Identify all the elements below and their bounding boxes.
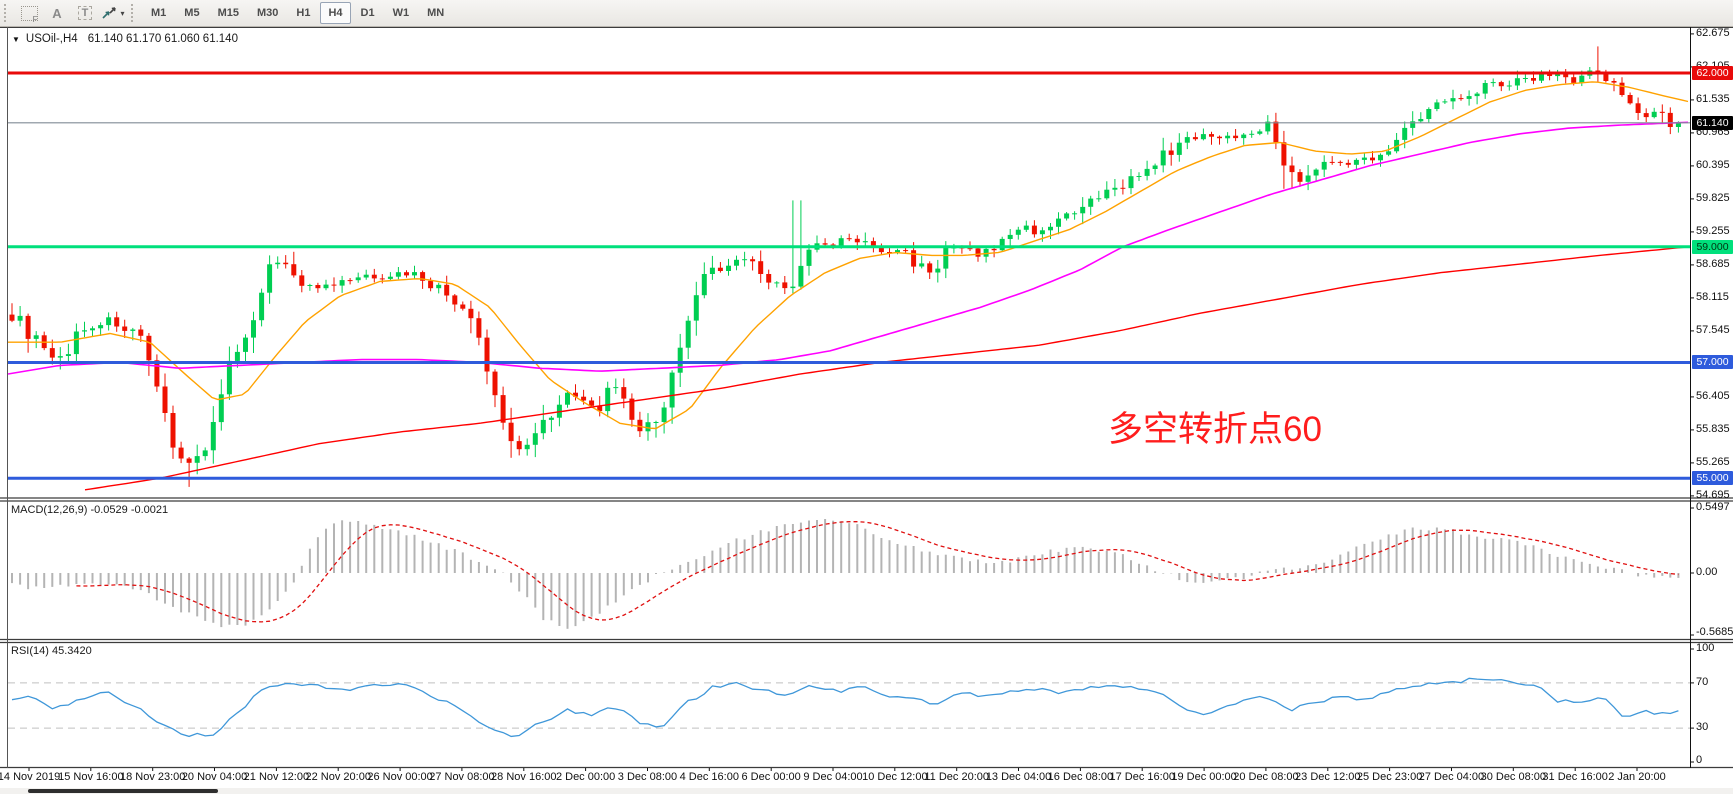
annotation-text[interactable]: 多空转折点60 [1108,410,1322,449]
text-box-button[interactable]: T [72,2,98,25]
timeframe-button-w1[interactable]: W1 [392,7,410,19]
time-axis-label[interactable]: 20 Nov 04:00 [181,771,248,783]
price-level-chip-59000: 59.000 [1692,239,1733,254]
time-axis-label[interactable]: 14 Nov 2019 [0,771,61,783]
time-axis-label[interactable]: 15 Nov 16:00 [58,771,124,783]
time-axis-label[interactable]: 3 Dec 08:00 [617,771,678,783]
rsi-tick-label: 70 [1696,675,1709,688]
scrollbar-thumb[interactable] [28,789,218,793]
diagonal-arrows-icon [102,7,117,19]
toolbar-grip[interactable] [4,4,11,22]
price-tick-label: 56.405 [1696,389,1730,402]
macd-signal-line [76,521,1679,623]
price-tick-label: 58.115 [1696,290,1729,303]
timeframe-button-d1[interactable]: D1 [360,7,375,19]
price-tick-label: 59.825 [1696,191,1730,204]
timeframe-button-m30[interactable]: M30 [256,7,279,19]
macd-tick-label: 0.00 [1696,566,1718,578]
price-tick-label: 55.265 [1696,455,1730,468]
time-axis-label[interactable]: 19 Dec 00:00 [1171,771,1237,783]
price-tick-label: 55.835 [1696,422,1730,435]
time-axis-label[interactable]: 30 Dec 08:00 [1480,771,1547,783]
timeframe-button-m1[interactable]: M1 [151,7,167,19]
price-tick-label: 59.255 [1696,224,1730,237]
time-axis-label[interactable]: 13 Dec 04:00 [985,771,1052,783]
timeframe-button-m5[interactable]: M5 [184,7,200,19]
time-axis-label[interactable]: 28 Nov 16:00 [491,771,557,783]
time-axis-label[interactable]: 20 Dec 08:00 [1233,771,1299,783]
time-axis-label[interactable]: 2 Dec 00:00 [555,771,616,783]
timeframe-button-h4[interactable]: H4 [320,2,351,24]
time-axis-label[interactable]: 2 Jan 20:00 [1608,771,1666,783]
time-axis-label[interactable]: 6 Dec 00:00 [741,771,801,783]
rsi-layer [8,677,1690,738]
toolbar-grip-2[interactable] [131,4,138,22]
candles-layer [9,46,1681,487]
time-axis-label[interactable]: 21 Nov 12:00 [243,771,310,783]
time-axis-label[interactable]: 17 Dec 16:00 [1109,771,1175,783]
time-axis-label[interactable]: 27 Nov 08:00 [429,771,495,783]
rsi-line [11,677,1679,738]
text-label-button[interactable]: A [44,2,70,25]
rsi-tick-label: 100 [1696,642,1715,654]
ohlc-values: 61.140 61.170 61.060 61.140 [87,33,238,45]
time-axis-label[interactable]: 16 Dec 08:00 [1047,771,1114,783]
panel-separator[interactable] [0,638,1733,644]
timeframe-button-mn[interactable]: MN [427,7,445,19]
price-tick-label: 58.685 [1696,257,1730,270]
time-axis-label[interactable]: 10 Dec 12:00 [862,771,928,783]
letter-t-icon: T [77,6,93,20]
rsi-tick-label: 30 [1696,721,1709,734]
macd-layer [11,519,1680,629]
price-level-chip-62000: 62.000 [1692,66,1733,80]
grid-f-icon: F [20,5,38,24]
time-axis-label[interactable]: 11 Dec 20:00 [924,771,989,783]
panel-separator[interactable] [0,497,1733,502]
price-tick-label: 54.695 [1696,488,1730,501]
chart-title-row: ▼ USOil-,H4 61.140 61.170 61.060 61.140 [12,33,238,45]
price-tick-label: 57.545 [1696,323,1730,336]
timeframe-button-h1[interactable]: H1 [296,7,311,19]
timeframe-button-m15[interactable]: M15 [217,7,239,19]
horizontal-scrollbar[interactable] [0,788,1733,794]
time-axis-label[interactable]: 22 Nov 20:00 [305,771,371,783]
time-axis-label[interactable]: 26 Nov 00:00 [367,771,433,783]
crosshair-grid-button[interactable]: F [16,2,42,25]
dropdown-caret-icon: ▾ [120,8,125,18]
time-axis-label[interactable]: 4 Dec 16:00 [679,771,739,783]
price-tick-label: 60.395 [1696,158,1730,171]
timeframe-group: M1 M5 M15 M30 H1 H4 D1 W1 MN [142,2,453,24]
arrow-objects-button[interactable]: ▾ [100,2,126,25]
time-axis-label[interactable]: 27 Dec 04:00 [1418,771,1485,783]
time-axis-label[interactable]: 31 Dec 16:00 [1542,771,1608,783]
time-axis-label[interactable]: 18 Nov 23:00 [119,771,186,783]
price-level-chip-55000: 55.000 [1692,471,1733,486]
symbol-period-title: USOil-,H4 [25,33,78,45]
time-axis-label[interactable]: 23 Dec 12:00 [1295,771,1361,783]
price-tick-label: 62.675 [1696,26,1730,39]
chart-window: ▼ USOil-,H4 61.140 61.170 61.060 61.140 … [0,27,1733,794]
price-tick-label: 61.535 [1696,92,1730,105]
ma-fast-line [8,81,1689,430]
macd-tick-label: 0.5497 [1696,501,1730,514]
macd-tick-label: -0.5685 [1696,626,1733,638]
macd-indicator-label: MACD(12,26,9) -0.0529 -0.0021 [11,504,169,516]
current-price-chip: 61.140 [1692,115,1733,130]
letter-a-icon: A [52,5,62,21]
ma-slow-line [84,246,1688,491]
price-level-chip-57000: 57.000 [1692,355,1733,370]
rsi-indicator-label: RSI(14) 45.3420 [11,645,92,657]
toolbar: F A T ▾ M1 M5 M15 M30 H1 H4 D1 W1 MN [0,0,1733,27]
rsi-tick-label: 0 [1696,754,1703,766]
time-axis-label[interactable]: 25 Dec 23:00 [1356,771,1423,783]
time-axis-label[interactable]: 9 Dec 04:00 [803,771,863,783]
symbol-dropdown-icon[interactable]: ▼ [12,34,20,44]
